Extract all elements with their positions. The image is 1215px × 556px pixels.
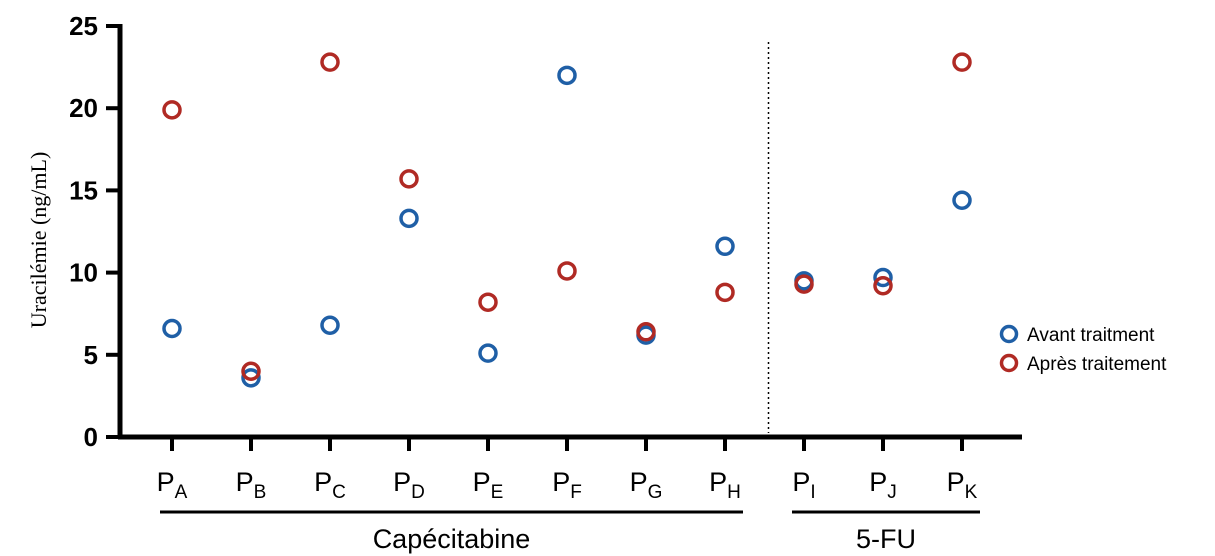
group-label: Capécitabine	[373, 524, 531, 554]
data-point	[557, 261, 577, 281]
data-point	[715, 236, 735, 257]
x-ticks: PA PB PC PD PE PF PG PH PI PJ PK	[157, 437, 978, 503]
x-tick-label: PI	[792, 467, 815, 503]
data-point	[873, 276, 893, 296]
x-tick-label: PB	[236, 467, 267, 503]
data-point	[478, 343, 498, 363]
data-point	[320, 52, 340, 72]
data-point	[241, 368, 261, 388]
x-tick-label: PK	[947, 467, 978, 503]
data-points	[162, 52, 972, 388]
data-point	[478, 292, 498, 312]
data-point	[162, 318, 182, 339]
x-tick-label: PE	[473, 467, 504, 503]
legend-label: Après traitement	[1027, 354, 1167, 375]
data-point	[399, 169, 419, 189]
x-tick-label: PF	[552, 467, 582, 503]
data-point	[952, 52, 972, 72]
data-point	[873, 267, 893, 288]
group-label: 5-FU	[856, 524, 916, 554]
data-point	[241, 361, 261, 381]
x-tick-label: PJ	[869, 467, 897, 503]
data-point	[399, 208, 419, 229]
data-point	[952, 190, 972, 211]
legend-marker	[999, 324, 1019, 344]
axes	[117, 24, 1022, 440]
legend-marker	[999, 353, 1019, 373]
data-point	[557, 65, 577, 86]
data-point	[320, 315, 340, 335]
y-tick-label: 10	[69, 258, 98, 288]
y-ticks: 0 5 10 15 20 25	[69, 11, 120, 452]
y-tick-label: 0	[84, 422, 98, 452]
x-tick-label: PD	[393, 467, 425, 503]
y-tick-label: 20	[69, 93, 98, 123]
data-point	[794, 274, 814, 294]
x-tick-label: PA	[157, 467, 188, 503]
category-groups: Capécitabine 5-FU	[160, 510, 980, 554]
y-tick-label: 25	[69, 11, 98, 41]
legend: Avant traitment Après traitement	[999, 324, 1167, 375]
legend-label: Avant traitment	[1027, 325, 1155, 346]
data-point	[636, 322, 656, 342]
x-tick-label: PG	[630, 467, 663, 503]
x-tick-label: PH	[709, 467, 741, 503]
y-tick-label: 15	[69, 175, 98, 205]
y-tick-label: 5	[84, 340, 98, 370]
data-point	[715, 282, 735, 303]
data-point	[162, 100, 182, 120]
y-axis-label: Uracilémie (ng/mL)	[26, 152, 51, 329]
x-tick-label: PC	[314, 467, 346, 503]
